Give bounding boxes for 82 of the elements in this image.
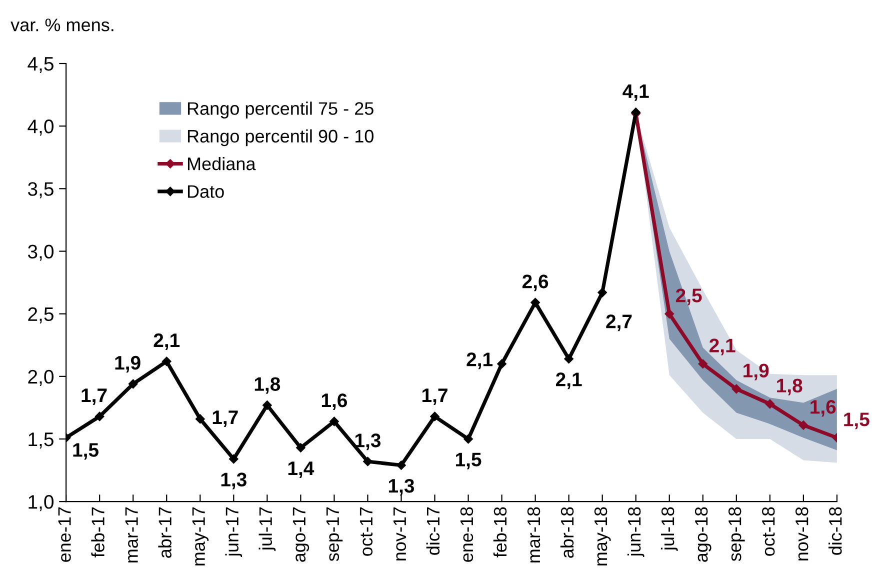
data-label: 1,5 xyxy=(456,452,482,470)
legend-label: Mediana xyxy=(188,156,256,170)
point xyxy=(128,379,138,389)
x-tick-label: abr-18 xyxy=(560,507,574,558)
x-tick-label: oct-18 xyxy=(762,507,775,556)
x-tick-label: oct-17 xyxy=(360,507,373,556)
data-label: 1,7 xyxy=(212,410,238,427)
y-tick-label: 2,0 xyxy=(28,370,54,386)
x-tick-label: sep-18 xyxy=(728,507,745,562)
data-label: 1,8 xyxy=(777,378,802,396)
point xyxy=(363,456,372,466)
data-label: 2,1 xyxy=(466,352,493,370)
x-tick-label: may-17 xyxy=(192,507,209,566)
data-label: 2,1 xyxy=(556,372,582,390)
x-tick-label: ene-18 xyxy=(460,507,474,562)
x-tick-label: jun-18 xyxy=(627,507,644,558)
x-tick-label: nov-18 xyxy=(795,507,808,560)
point xyxy=(464,434,473,444)
x-tick-label: nov-17 xyxy=(393,507,406,560)
x-tick-label: ago-18 xyxy=(694,507,712,562)
point xyxy=(497,359,506,369)
y-tick-label: 2,5 xyxy=(28,307,54,324)
data-label: 2,1 xyxy=(709,338,736,356)
point xyxy=(262,400,272,410)
point xyxy=(765,399,775,409)
y-tick-label: 4,5 xyxy=(28,57,54,74)
point xyxy=(530,298,540,308)
data-label: 1,8 xyxy=(254,377,280,394)
data-label: 1,3 xyxy=(355,434,381,450)
x-tick-label: jul-18 xyxy=(660,507,678,552)
x-tick-label: mar-17 xyxy=(125,507,138,562)
point xyxy=(430,412,440,422)
x-tick-label: feb-18 xyxy=(493,507,507,558)
point xyxy=(229,454,238,464)
data-label: 1,5 xyxy=(73,443,98,460)
x-tick-label: ene-17 xyxy=(58,507,71,562)
data-label: 4,1 xyxy=(622,84,649,101)
point xyxy=(798,420,808,430)
y-tick-label: 1,0 xyxy=(28,495,54,512)
x-tick-label: sep-17 xyxy=(326,507,343,562)
data-label: 1,9 xyxy=(115,356,140,373)
point xyxy=(732,384,742,394)
y-tick-label: 4,0 xyxy=(28,120,54,136)
legend-label: Dato xyxy=(188,185,224,198)
data-label: 1,7 xyxy=(82,388,107,406)
point xyxy=(564,354,574,364)
data-label: 1,7 xyxy=(422,388,448,406)
point xyxy=(664,309,674,318)
y-axis-title: var. % mens. xyxy=(10,18,114,32)
y-tick-label: 3,0 xyxy=(28,244,54,261)
legend-label: Rango percentil 90 - 10 xyxy=(188,129,374,146)
data-label: 1,9 xyxy=(744,364,769,380)
x-tick-label: jul-17 xyxy=(258,507,276,552)
x-tick-label: ago-17 xyxy=(292,507,310,562)
data-label: 1,4 xyxy=(288,462,314,478)
point xyxy=(196,414,205,424)
data-label: 1,6 xyxy=(810,400,836,417)
data-label: 2,1 xyxy=(154,333,180,350)
point xyxy=(94,412,104,422)
data-label: 2,6 xyxy=(522,274,548,292)
point xyxy=(330,416,339,426)
data-label: 1,3 xyxy=(388,478,414,496)
data-label: 2,5 xyxy=(676,288,702,306)
x-tick-label: dic-18 xyxy=(828,507,842,555)
legend-label: Rango percentil 75 - 25 xyxy=(188,102,374,118)
point xyxy=(162,356,172,366)
x-tick-label: mar-18 xyxy=(527,507,540,562)
x-tick-label: may-18 xyxy=(594,507,611,566)
data-label: 1,5 xyxy=(844,412,870,430)
point xyxy=(598,288,607,298)
data-label: 2,7 xyxy=(606,314,632,332)
data-label: 1,3 xyxy=(221,472,246,490)
x-tick-label: jun-17 xyxy=(225,507,242,558)
point xyxy=(698,359,708,369)
data-label: 1,6 xyxy=(322,393,348,410)
y-tick-label: 3,5 xyxy=(28,182,54,198)
x-tick-label: feb-17 xyxy=(91,507,104,558)
x-tick-label: abr-17 xyxy=(158,507,172,558)
y-tick-label: 1,5 xyxy=(28,432,54,449)
point xyxy=(396,460,406,470)
x-tick-label: dic-17 xyxy=(426,507,440,555)
point xyxy=(296,443,306,452)
